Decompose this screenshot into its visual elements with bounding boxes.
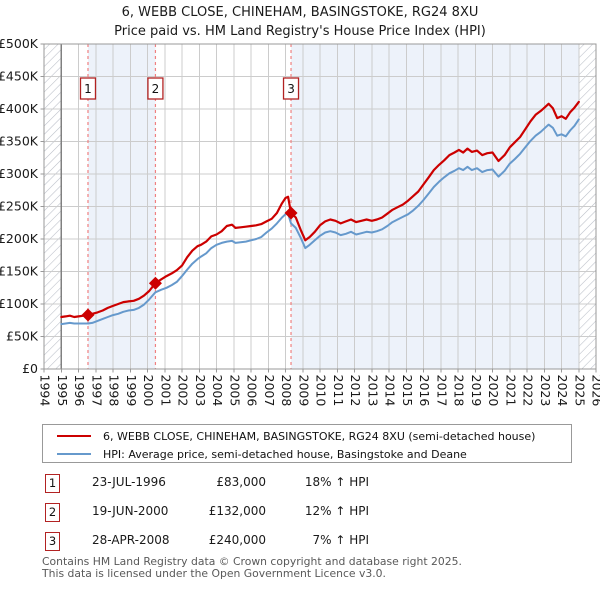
x-axis-label: 2019 (469, 375, 484, 407)
x-axis-label: 2021 (503, 375, 518, 407)
x-axis-label: 2010 (314, 375, 329, 407)
sale-marker (81, 308, 95, 322)
y-axis-label: £50K (6, 329, 39, 344)
x-axis-label: 2020 (486, 375, 501, 407)
x-axis-label: 2017 (434, 375, 449, 407)
x-axis-label: 2015 (400, 375, 415, 407)
y-axis-label: £0 (22, 361, 38, 376)
x-axis-label: 2006 (245, 375, 260, 407)
property-price-line (60, 100, 580, 319)
x-axis-label: 2013 (365, 375, 380, 407)
footer: Contains HM Land Registry data © Crown c… (42, 556, 462, 579)
transaction-number-badge: 1 (45, 474, 60, 493)
x-axis-label: 1994 (38, 375, 53, 407)
x-axis-label: 1995 (55, 375, 70, 407)
x-axis-label: 2016 (417, 375, 432, 407)
transaction-hpi-delta: 18% ↑ HPI (304, 475, 369, 489)
sale-number-box (282, 77, 300, 100)
y-axis-label: £300K (0, 166, 39, 181)
transaction-number-badge: 2 (45, 503, 60, 522)
y-axis-label: £500K (0, 36, 39, 51)
transaction-row: 3 28-APR-2008 £240,000 7% ↑ HPI (0, 532, 600, 552)
x-axis-label: 2003 (193, 375, 208, 407)
x-axis-label: 2023 (538, 375, 553, 407)
x-axis-label: 2012 (348, 375, 363, 407)
x-axis-label: 1999 (124, 375, 139, 407)
x-axis-label: 2002 (176, 375, 191, 407)
price-chart-svg: 1 2 3 £0 £50K £100K £150K £200K £250K £300K £350K £… (0, 36, 600, 407)
x-axis-label: 2001 (158, 375, 173, 407)
sale-number-label: 1 (84, 82, 92, 96)
transaction-hpi-delta: 12% ↑ HPI (304, 504, 369, 518)
axis-ticks (40, 43, 597, 373)
y-axis-label: £150K (0, 264, 39, 279)
chart-legend: 6, WEBB CLOSE, CHINEHAM, BASINGSTOKE, RG… (42, 424, 572, 463)
x-axis-label: 2026 (590, 375, 600, 407)
transaction-date: 23-JUL-1996 (92, 475, 166, 489)
legend-label-hpi: HPI: Average price, semi-detached house,… (103, 447, 467, 461)
x-axis-label: 2007 (262, 375, 277, 407)
hpi-line (60, 118, 580, 326)
x-axis-label: 2000 (141, 375, 156, 407)
hpi-line-swatch-icon (57, 453, 91, 455)
transaction-number-badge: 3 (45, 532, 60, 551)
sale-number-label: 2 (152, 82, 160, 96)
sale-marker (284, 206, 298, 220)
transaction-hpi-delta: 7% ↑ HPI (312, 533, 369, 547)
sale-marker (148, 276, 162, 290)
transaction-price: £240,000 (208, 533, 266, 547)
x-axis-label: 2025 (572, 375, 587, 407)
x-axis-label: 2005 (227, 375, 242, 407)
legend-label-property: 6, WEBB CLOSE, CHINEHAM, BASINGSTOKE, RG… (103, 429, 536, 443)
x-axis-label: 2014 (383, 375, 398, 407)
page-title: 6, WEBB CLOSE, CHINEHAM, BASINGSTOKE, RG… (121, 5, 479, 20)
page-subtitle: Price paid vs. HM Land Registry's House … (114, 24, 486, 39)
x-axis-label: 2009 (296, 375, 311, 407)
x-axis-label: 1998 (107, 375, 122, 407)
y-axis-label: £100K (0, 296, 39, 311)
x-axis-label: 2011 (331, 375, 346, 407)
sale-number-box (79, 77, 97, 100)
x-axis-label: 2022 (521, 375, 536, 407)
x-axis-label: 2008 (279, 375, 294, 407)
y-axis-label: £350K (0, 134, 39, 149)
x-axis-label: 1996 (72, 375, 87, 407)
footer-line-2: This data is licensed under the Open Gov… (42, 566, 386, 580)
x-axis-label: 2004 (210, 375, 225, 407)
transaction-date: 19-JUN-2000 (92, 504, 169, 518)
transaction-row: 2 19-JUN-2000 £132,000 12% ↑ HPI (0, 503, 600, 523)
transaction-price: £83,000 (216, 475, 266, 489)
sale-number-box (147, 77, 164, 100)
transaction-price: £132,000 (208, 504, 266, 518)
x-axis-label: 2024 (555, 375, 570, 407)
legend-item-hpi: HPI: Average price, semi-detached house,… (57, 446, 467, 462)
property-line-swatch-icon (57, 435, 91, 437)
sale-number-label: 3 (287, 82, 295, 96)
x-axis-label: 1997 (89, 375, 104, 407)
y-axis-label: £400K (0, 101, 39, 116)
y-axis-label: £200K (0, 231, 39, 246)
y-axis-label: £450K (0, 69, 39, 84)
legend-item-property: 6, WEBB CLOSE, CHINEHAM, BASINGSTOKE, RG… (57, 428, 535, 444)
x-axis-label: 2018 (452, 375, 467, 407)
transaction-date: 28-APR-2008 (92, 533, 170, 547)
y-axis-label: £250K (0, 199, 39, 214)
transaction-row: 1 23-JUL-1996 £83,000 18% ↑ HPI (0, 474, 600, 494)
footer-line-1: Contains HM Land Registry data © Crown c… (42, 555, 462, 568)
